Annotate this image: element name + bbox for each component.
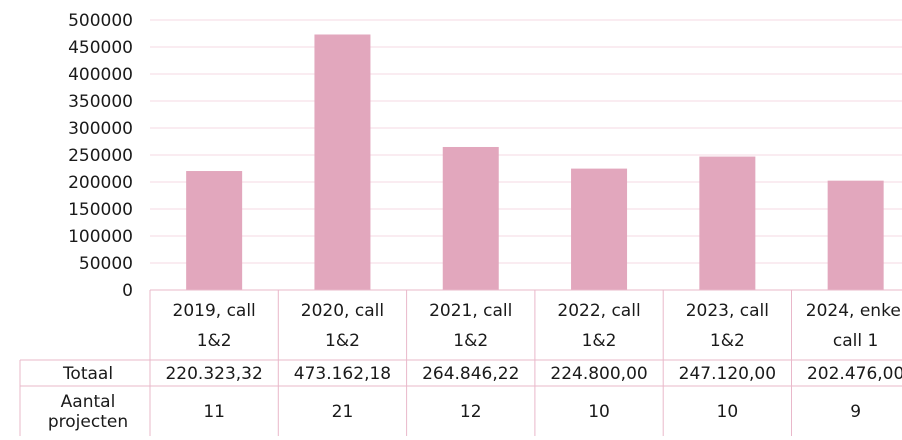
category-label: 1&2 <box>710 331 745 351</box>
table-cell: 202.476,00 <box>807 364 902 384</box>
table-cell: 11 <box>203 402 225 422</box>
y-tick-label: 300000 <box>68 119 133 139</box>
bar <box>827 180 884 290</box>
category-label: 2019, call <box>173 301 256 321</box>
table-row-label: Aantal <box>61 392 116 412</box>
y-tick-label: 450000 <box>68 38 133 58</box>
category-label: 1&2 <box>325 331 360 351</box>
y-tick-label: 200000 <box>68 173 133 193</box>
table-cell: 264.846,22 <box>422 364 519 384</box>
y-tick-label: 500000 <box>68 11 133 31</box>
category-label: 2023, call <box>686 301 769 321</box>
bar <box>442 146 499 290</box>
y-tick-label: 0 <box>122 281 133 301</box>
table-cell: 21 <box>332 402 354 422</box>
y-tick-label: 350000 <box>68 92 133 112</box>
category-label: 1&2 <box>582 331 617 351</box>
y-tick-label: 50000 <box>79 254 133 274</box>
table-row-label: Totaal <box>62 364 113 384</box>
table-cell: 10 <box>588 402 610 422</box>
y-tick-label: 150000 <box>68 200 133 220</box>
table-cell: 10 <box>717 402 739 422</box>
table-cell: 220.323,32 <box>165 364 262 384</box>
table-row-label: projecten <box>48 412 128 432</box>
bar <box>699 156 756 290</box>
table-cell: 12 <box>460 402 482 422</box>
y-tick-label: 100000 <box>68 227 133 247</box>
category-label: 2020, call <box>301 301 384 321</box>
bar <box>314 34 371 290</box>
table-cell: 224.800,00 <box>550 364 647 384</box>
y-tick-label: 400000 <box>68 65 133 85</box>
category-label: 2022, call <box>557 301 640 321</box>
category-label: 2021, call <box>429 301 512 321</box>
category-label: 1&2 <box>453 331 488 351</box>
category-label: 2024, enkel <box>806 301 902 321</box>
bar <box>571 168 628 290</box>
table-cell: 473.162,18 <box>294 364 391 384</box>
category-label: call 1 <box>833 331 878 351</box>
table-cell: 9 <box>850 402 861 422</box>
category-label: 1&2 <box>197 331 232 351</box>
y-tick-label: 250000 <box>68 146 133 166</box>
bar <box>186 171 243 290</box>
table-cell: 247.120,00 <box>679 364 776 384</box>
